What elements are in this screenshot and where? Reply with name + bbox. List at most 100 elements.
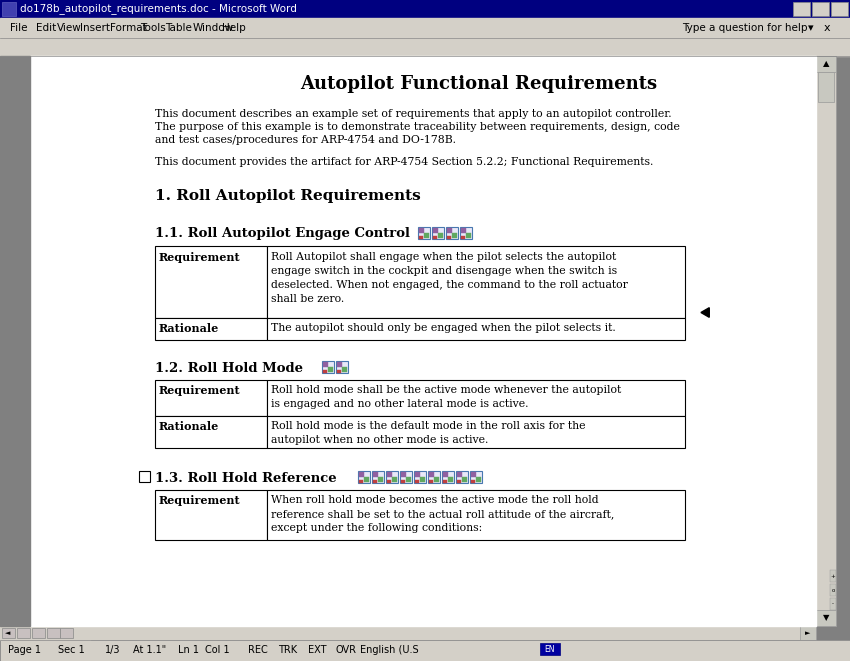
Bar <box>155 246 267 318</box>
Text: x: x <box>824 23 830 33</box>
Bar <box>452 233 457 238</box>
Bar <box>800 626 816 640</box>
Text: Rationale: Rationale <box>159 323 219 334</box>
Bar <box>323 370 327 373</box>
Bar <box>470 471 482 483</box>
Text: ◄: ◄ <box>5 630 11 636</box>
Text: ►: ► <box>805 630 811 636</box>
Bar <box>434 477 439 482</box>
Text: Col 1: Col 1 <box>205 645 230 655</box>
Text: Help: Help <box>222 23 246 33</box>
Bar <box>461 228 466 233</box>
Text: 1/3: 1/3 <box>105 645 121 655</box>
Bar <box>378 477 383 482</box>
Bar <box>155 416 267 448</box>
Text: Roll Autopilot shall engage when the pilot selects the autopilot: Roll Autopilot shall engage when the pil… <box>271 252 616 262</box>
Bar <box>471 472 476 477</box>
Bar <box>373 480 377 483</box>
Bar <box>155 380 267 416</box>
Bar <box>328 367 333 372</box>
Text: -: - <box>832 602 834 607</box>
Bar <box>446 227 458 239</box>
Text: EXT: EXT <box>308 645 326 655</box>
Bar <box>0 640 850 661</box>
Bar <box>429 472 434 477</box>
Text: deselected. When not engaged, the command to the roll actuator: deselected. When not engaged, the comman… <box>271 280 628 290</box>
Bar <box>155 318 267 340</box>
Text: The purpose of this example is to demonstrate traceability between requirements,: The purpose of this example is to demons… <box>155 122 680 132</box>
Text: Sec 1: Sec 1 <box>58 645 85 655</box>
Bar <box>337 370 341 373</box>
Text: o: o <box>831 588 835 592</box>
Bar <box>429 480 433 483</box>
Text: Requirement: Requirement <box>159 252 241 263</box>
Bar <box>401 472 406 477</box>
Bar <box>0 56 30 626</box>
Bar <box>2 2 16 16</box>
Bar <box>0 0 850 18</box>
Bar <box>812 2 829 16</box>
Bar <box>47 628 60 638</box>
Text: X: X <box>836 4 842 14</box>
Bar <box>457 480 461 483</box>
Text: +: + <box>140 472 148 482</box>
Bar <box>428 471 440 483</box>
Bar <box>447 228 452 233</box>
Text: View: View <box>57 23 82 33</box>
Bar <box>406 477 411 482</box>
Text: When roll hold mode becomes the active mode the roll hold: When roll hold mode becomes the active m… <box>271 495 598 505</box>
Bar <box>830 570 836 582</box>
Text: 1.2. Roll Hold Mode: 1.2. Roll Hold Mode <box>155 362 303 375</box>
Bar <box>471 480 475 483</box>
Bar <box>816 56 836 626</box>
Text: OVR: OVR <box>336 645 357 655</box>
Text: File: File <box>10 23 27 33</box>
Bar <box>387 472 392 477</box>
Bar <box>342 367 347 372</box>
Text: +: + <box>830 574 836 578</box>
Bar <box>60 628 73 638</box>
Bar <box>267 490 685 540</box>
Bar <box>442 471 454 483</box>
Text: Rationale: Rationale <box>159 421 219 432</box>
Bar <box>387 480 391 483</box>
Bar <box>0 18 850 38</box>
Text: engage switch in the cockpit and disengage when the switch is: engage switch in the cockpit and disenga… <box>271 266 617 276</box>
Bar <box>466 233 471 238</box>
Bar <box>400 471 412 483</box>
Text: Requirement: Requirement <box>159 385 241 396</box>
Bar <box>443 480 447 483</box>
Text: Requirement: Requirement <box>159 495 241 506</box>
Bar <box>424 233 429 238</box>
Bar <box>155 490 267 540</box>
Bar <box>322 361 334 373</box>
Text: EN: EN <box>545 644 555 654</box>
Bar <box>816 56 836 72</box>
Bar <box>419 228 424 233</box>
Bar <box>323 362 328 367</box>
Bar <box>267 246 685 318</box>
Text: 1. Roll Autopilot Requirements: 1. Roll Autopilot Requirements <box>155 189 421 203</box>
Text: □: □ <box>815 4 824 14</box>
Bar <box>364 477 369 482</box>
Bar <box>386 471 398 483</box>
Bar <box>0 626 90 640</box>
Text: is engaged and no other lateral mode is active.: is engaged and no other lateral mode is … <box>271 399 529 409</box>
Bar <box>358 471 370 483</box>
Text: ▲: ▲ <box>823 59 830 69</box>
Bar <box>415 480 419 483</box>
Bar <box>359 472 364 477</box>
Text: TRK: TRK <box>278 645 297 655</box>
Bar <box>414 471 426 483</box>
Bar <box>460 227 472 239</box>
Bar <box>418 227 430 239</box>
Text: Edit: Edit <box>36 23 56 33</box>
Bar <box>457 472 462 477</box>
Text: At 1.1": At 1.1" <box>133 645 167 655</box>
Bar <box>373 472 378 477</box>
Text: Insert: Insert <box>80 23 110 33</box>
Text: Autopilot Functional Requirements: Autopilot Functional Requirements <box>300 75 657 93</box>
Text: 1.3. Roll Hold Reference: 1.3. Roll Hold Reference <box>155 471 337 485</box>
Text: and test cases/procedures for ARP-4754 and DO-178B.: and test cases/procedures for ARP-4754 a… <box>155 135 456 145</box>
Text: This document describes an example set of requirements that apply to an autopilo: This document describes an example set o… <box>155 109 672 119</box>
